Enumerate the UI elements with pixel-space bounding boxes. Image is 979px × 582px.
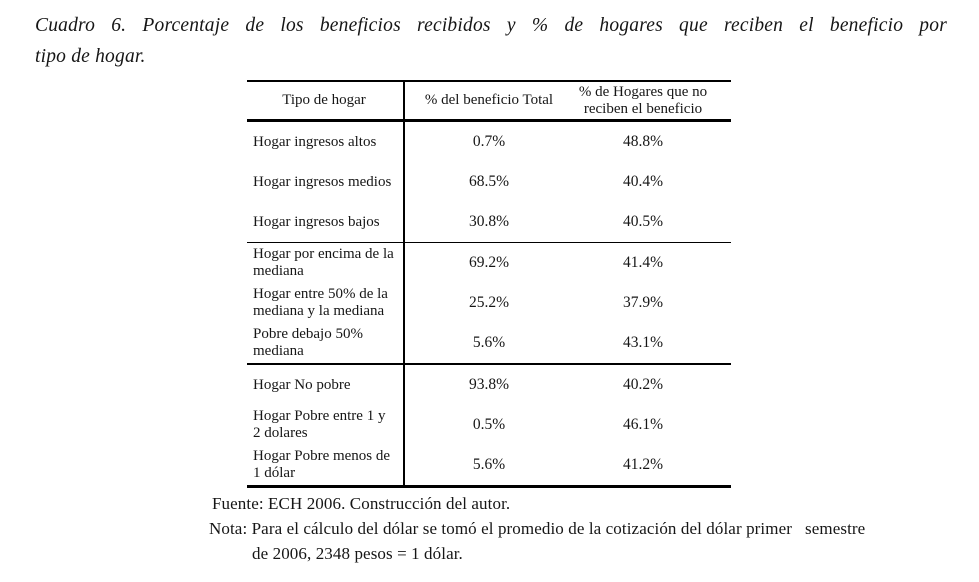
table-row: Hogar Pobre entre 1 y 2 dolares 0.5% 46.… [247, 405, 731, 445]
cell-hogares-no-reciben: 41.4% [622, 254, 664, 271]
source-note: Fuente: ECH 2006. Construcción del autor… [212, 494, 511, 513]
cell-tipo-hogar: Pobre debajo 50% mediana [253, 326, 363, 359]
cell-hogares-no-reciben: 41.2% [622, 456, 664, 473]
cell-beneficio-total: 5.6% [472, 456, 506, 473]
table-group-ingresos: Hogar ingresos altos 0.7% 48.8% Hogar in… [247, 122, 731, 242]
cell-beneficio-total: 25.2% [468, 294, 510, 311]
cell-hogares-no-reciben: 37.9% [622, 294, 664, 311]
note-line-2: de 2006, 2348 pesos = 1 dólar. [252, 544, 463, 563]
table-row: Hogar No pobre 93.8% 40.2% [247, 365, 731, 405]
cell-beneficio-total: 0.7% [472, 133, 506, 150]
cell-tipo-hogar: Hogar Pobre entre 1 y 2 dolares [253, 408, 386, 441]
table-row: Hogar entre 50% de la mediana y la media… [247, 283, 731, 323]
cell-beneficio-total: 69.2% [468, 254, 510, 271]
table-row: Hogar Pobre menos de 1 dólar 5.6% 41.2% [247, 445, 731, 485]
caption-line-2: tipo de hogar. [35, 46, 146, 67]
cell-hogares-no-reciben: 40.4% [622, 173, 664, 190]
cell-tipo-hogar: Hogar entre 50% de la mediana y la media… [253, 286, 388, 319]
caption-line-1: Cuadro 6. Porcentaje de los beneficios r… [35, 15, 947, 36]
cell-beneficio-total: 68.5% [468, 173, 510, 190]
cell-tipo-hogar: Hogar Pobre menos de 1 dólar [253, 448, 391, 481]
table-header-row: Tipo de hogar % del beneficio Total % de… [247, 82, 731, 122]
table-group-mediana: Hogar por encima de la mediana 69.2% 41.… [247, 242, 731, 363]
note-line-1: Nota: Para el cálculo del dólar se tomó … [209, 519, 866, 538]
cell-tipo-hogar: Hogar ingresos bajos [253, 213, 380, 230]
cell-tipo-hogar: Hogar por encima de la mediana [253, 246, 394, 279]
table-caption: Cuadro 6. Porcentaje de los beneficios r… [35, 10, 947, 72]
cell-tipo-hogar: Hogar No pobre [253, 376, 351, 393]
cell-tipo-hogar: Hogar ingresos altos [253, 133, 377, 150]
cell-beneficio-total: 30.8% [468, 213, 510, 230]
benefits-table: Tipo de hogar % del beneficio Total % de… [247, 80, 731, 488]
cell-beneficio-total: 0.5% [472, 416, 506, 433]
table-row: Hogar ingresos medios 68.5% 40.4% [247, 162, 731, 202]
cell-beneficio-total: 5.6% [472, 334, 506, 351]
header-hogares-no-reciben: % de Hogares que no reciben el beneficio [578, 83, 708, 117]
table-row: Hogar ingresos altos 0.7% 48.8% [247, 122, 731, 162]
table-row: Hogar por encima de la mediana 69.2% 41.… [247, 243, 731, 283]
cell-hogares-no-reciben: 40.2% [622, 376, 664, 393]
cell-tipo-hogar: Hogar ingresos medios [253, 173, 392, 190]
column-divider [403, 82, 405, 485]
cell-hogares-no-reciben: 43.1% [622, 334, 664, 351]
cell-beneficio-total: 93.8% [468, 376, 510, 393]
cell-hogares-no-reciben: 48.8% [622, 133, 664, 150]
cell-hogares-no-reciben: 46.1% [622, 416, 664, 433]
table-row: Pobre debajo 50% mediana 5.6% 43.1% [247, 323, 731, 363]
table-group-pobreza: Hogar No pobre 93.8% 40.2% Hogar Pobre e… [247, 363, 731, 485]
cell-hogares-no-reciben: 40.5% [622, 213, 664, 230]
table-row: Hogar ingresos bajos 30.8% 40.5% [247, 202, 731, 242]
header-tipo-de-hogar: Tipo de hogar [282, 92, 366, 108]
header-beneficio-total: % del beneficio Total [424, 92, 554, 108]
